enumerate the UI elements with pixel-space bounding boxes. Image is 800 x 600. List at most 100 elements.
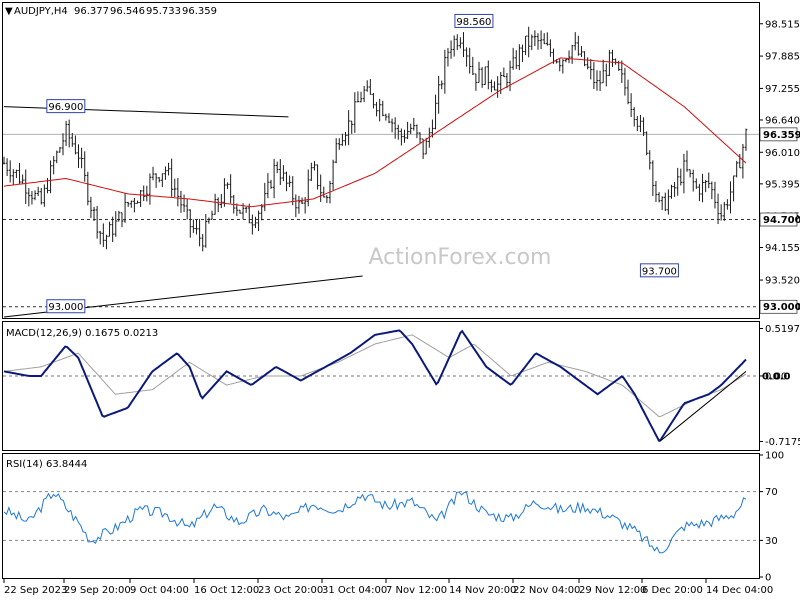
price-bar <box>701 173 704 203</box>
price-bar <box>570 44 574 64</box>
price-bar <box>77 144 80 168</box>
price-tick-label-2: 97.255 <box>765 84 800 95</box>
price-bar <box>98 231 102 245</box>
price-bar <box>657 192 661 203</box>
price-bar <box>341 133 344 146</box>
price-bar <box>272 158 276 199</box>
price-bar <box>260 204 263 221</box>
rsi-panel-frame <box>2 453 760 579</box>
price-bar <box>235 203 239 216</box>
price-bar <box>409 123 413 135</box>
price-bar <box>207 217 211 224</box>
price-bar <box>179 190 183 213</box>
price-bar <box>542 33 546 45</box>
price-badge-label-1: 94.700 <box>763 215 800 226</box>
price-tick-label-0: 98.515 <box>765 19 800 30</box>
price-bar <box>673 182 676 197</box>
price-bar <box>229 174 232 204</box>
price-bar <box>695 178 698 189</box>
price-bar <box>325 195 329 203</box>
price-bar <box>92 206 96 222</box>
price-bar <box>735 160 738 178</box>
macd-title: MACD(12,26,9) 0.1675 0.0213 <box>6 328 158 339</box>
price-bar <box>5 158 9 176</box>
price-bar <box>350 120 354 134</box>
price-bar <box>148 173 152 205</box>
price-bar <box>254 216 257 229</box>
price-bar <box>424 137 428 155</box>
price-bar <box>716 193 720 225</box>
price-bar <box>123 192 127 223</box>
price-bar <box>632 107 636 127</box>
price-bar <box>322 186 326 198</box>
price-bar <box>294 194 298 218</box>
x-tick-label-10: 6 Dec 20:00 <box>642 585 703 596</box>
price-bar <box>8 160 12 183</box>
price-bar <box>251 214 254 235</box>
price-bar <box>372 92 375 109</box>
price-bar <box>639 114 642 133</box>
macd-main-line <box>3 329 747 442</box>
price-bar <box>133 197 136 213</box>
macd-trendline <box>659 371 747 443</box>
price-bar <box>487 60 490 90</box>
price-bar <box>483 66 487 85</box>
price-bar <box>24 169 28 205</box>
price-bar <box>331 159 335 191</box>
price-badge-0: 96.359 <box>759 127 800 142</box>
price-bar <box>275 161 279 174</box>
macd-value-badge: 0.0.0 <box>762 371 791 382</box>
rsi-line <box>3 491 747 554</box>
price-bar <box>396 124 400 140</box>
price-bar <box>369 79 372 95</box>
price-bar <box>446 47 450 67</box>
x-tick-label-2: 9 Oct 04:00 <box>130 585 189 596</box>
price-bar <box>403 129 406 143</box>
price-bar <box>67 119 71 148</box>
macd-panel-frame <box>2 321 760 451</box>
price-bar <box>480 67 484 88</box>
price-badge-2: 93.000 <box>759 299 800 314</box>
price-bar <box>670 184 673 199</box>
price-bar <box>654 180 658 202</box>
price-bar <box>61 133 65 156</box>
price-bar <box>145 185 149 202</box>
price-bar <box>2 156 6 165</box>
price-bar <box>71 132 74 147</box>
price-bar <box>95 205 99 239</box>
price-bar <box>462 32 465 58</box>
price-bar <box>642 117 645 137</box>
price-bar <box>676 167 679 196</box>
price-bar <box>362 85 366 103</box>
price-bar <box>710 181 714 200</box>
price-bar <box>418 132 422 144</box>
price-tick-label-4: 96.010 <box>765 148 800 159</box>
price-bar <box>437 75 440 114</box>
price-bar <box>539 30 543 50</box>
price-bar <box>185 198 189 220</box>
x-tick-label-9: 29 Nov 12:00 <box>579 585 646 596</box>
price-bar <box>465 47 468 67</box>
price-bar <box>477 61 481 83</box>
price-bar <box>291 176 295 206</box>
callout-label-3: 93.700 <box>642 266 677 277</box>
price-bar <box>508 60 512 92</box>
price-bar <box>651 160 655 197</box>
x-tick-label-3: 16 Oct 12:00 <box>194 585 259 596</box>
price-bar <box>390 118 394 133</box>
x-tick-label-5: 31 Oct 04:00 <box>322 585 387 596</box>
price-bar <box>167 162 170 176</box>
price-bar <box>356 91 360 103</box>
price-bar <box>288 175 291 187</box>
price-bar <box>685 150 689 172</box>
price-badge-1: 94.700 <box>759 212 800 227</box>
price-bar <box>536 33 540 50</box>
price-bar <box>620 60 624 83</box>
price-bar <box>204 213 208 248</box>
price-bar <box>30 190 34 205</box>
price-bar <box>36 186 40 197</box>
price-bar <box>614 58 617 65</box>
price-bar <box>43 184 46 207</box>
price-bar <box>583 51 586 67</box>
